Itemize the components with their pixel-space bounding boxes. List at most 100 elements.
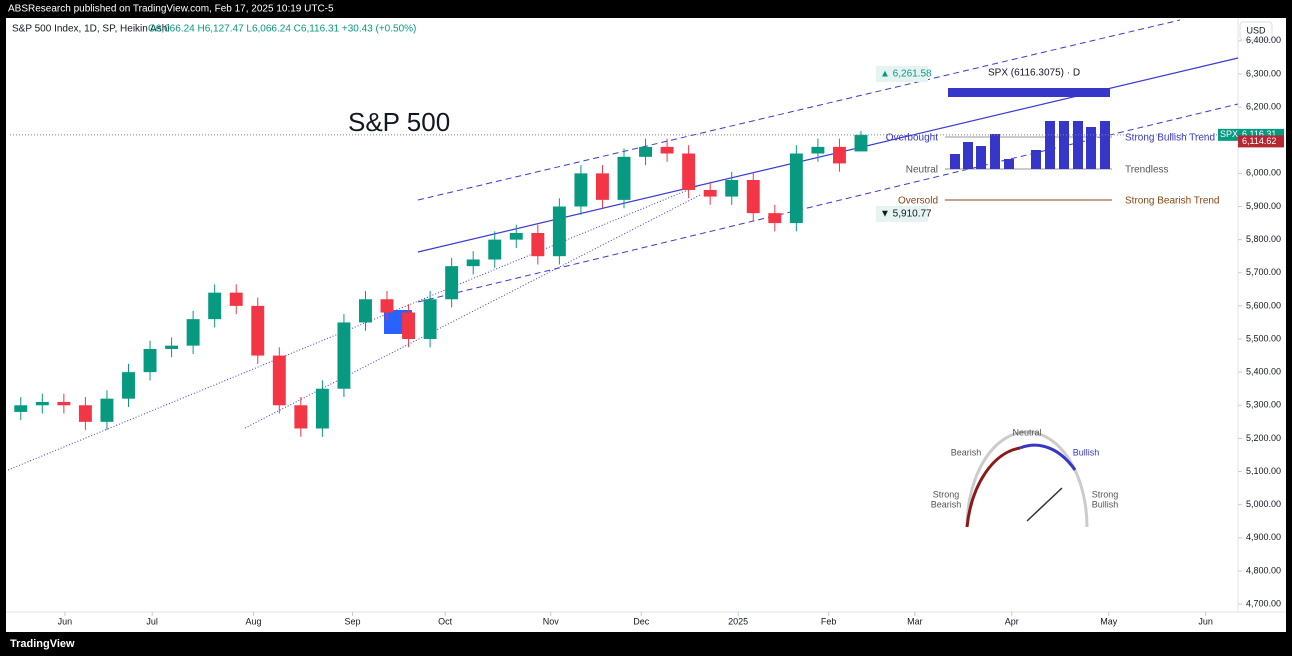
candle-body	[789, 153, 803, 224]
y-tick-label: 6,300.00	[1246, 68, 1281, 78]
x-tick-label: Mar	[907, 616, 923, 626]
x-tick-label: Dec	[633, 616, 650, 626]
y-tick-label: 4,900.00	[1246, 532, 1281, 542]
panel-label: Strong Bearish Trend	[1125, 196, 1220, 207]
candle-body	[359, 299, 372, 323]
price-name: SPX	[1220, 129, 1238, 139]
y-tick-label: 5,600.00	[1246, 300, 1281, 310]
candle-body	[315, 388, 329, 429]
panel-bar	[948, 88, 1110, 97]
x-tick-label: 2025	[728, 616, 748, 626]
price-label: 6,114.62	[1242, 136, 1276, 146]
badge	[876, 66, 928, 82]
gauge-needle	[1026, 487, 1063, 522]
candle-body	[229, 292, 243, 306]
x-tick-label: Aug	[245, 616, 261, 626]
candle-body	[423, 299, 437, 340]
x-tick-label: Feb	[821, 616, 837, 626]
candle-body	[78, 405, 92, 422]
channel-upper	[417, 19, 1181, 201]
chart-area	[6, 18, 1286, 632]
x-tick-label: Oct	[438, 616, 453, 626]
candle-body	[488, 239, 502, 260]
y-tick-label: 4,800.00	[1246, 565, 1281, 575]
x-tick-label: Jul	[146, 616, 158, 626]
gauge-label: Bullish	[1092, 499, 1119, 509]
low-mark: ▼ 5,910.77	[880, 209, 932, 220]
x-tick-label: May	[1100, 616, 1118, 626]
y-tick-label: 5,800.00	[1246, 234, 1281, 244]
price-label: 6,116.31	[1242, 129, 1276, 139]
panel-label: Trendless	[1125, 165, 1169, 176]
gauge-arc	[1019, 443, 1077, 471]
candle-body	[100, 398, 114, 422]
candle-body	[402, 312, 416, 340]
candle-body	[208, 292, 222, 320]
gauge-label: Bearish	[951, 447, 982, 457]
candle-body	[380, 299, 394, 313]
price-label-box	[1238, 135, 1284, 148]
y-tick-label: 5,400.00	[1246, 367, 1281, 377]
chart-title: S&P 500	[348, 107, 450, 137]
price-name-box	[1218, 128, 1238, 141]
x-tick-label: Sep	[345, 616, 361, 626]
candle-body	[595, 173, 609, 200]
x-tick-label: Apr	[1005, 616, 1019, 626]
high-mark: ▲ 6,261.58	[880, 69, 932, 80]
candle-body	[14, 405, 28, 412]
candle-body	[294, 405, 308, 429]
candle-body	[746, 180, 760, 214]
ohlc: O6,066.24 H6,127.47 L6,066.24 C6,116.31 …	[148, 24, 416, 35]
y-tick-label: 5,900.00	[1246, 201, 1281, 211]
candle-body	[35, 401, 49, 406]
candle-body	[337, 322, 351, 389]
gauge-label: Neutral	[1012, 427, 1041, 437]
panel-label: Overbought	[886, 133, 938, 144]
candle-body	[122, 372, 135, 399]
candle-body	[251, 305, 265, 356]
y-tick-label: 6,200.00	[1246, 101, 1281, 111]
candle-body	[725, 180, 739, 197]
candle-body	[272, 355, 286, 406]
candle-body	[509, 233, 523, 240]
publisher: ABSResearch published on TradingView.com…	[8, 4, 334, 15]
candle-body	[854, 134, 868, 152]
y-tick-label: 6,000.00	[1246, 168, 1281, 178]
y-tick-label: 6,400.00	[1246, 35, 1281, 45]
candle-body	[466, 259, 480, 267]
candle-body	[811, 146, 825, 154]
brand: TradingView	[10, 638, 75, 650]
y-tick-label: 5,500.00	[1246, 333, 1281, 343]
symbol: S&P 500 Index, 1D, SP, Heikin Ashi	[12, 24, 170, 35]
candle-body	[660, 146, 674, 154]
currency[interactable]: USD	[1246, 25, 1266, 35]
x-tick-label: Jun	[1198, 616, 1213, 626]
panel-title: SPX (6116.3075) · D	[988, 68, 1080, 79]
y-tick-label: 4,700.00	[1246, 598, 1281, 608]
gauge-label: Bullish	[1073, 447, 1100, 457]
candle-body	[531, 233, 545, 257]
x-tick-label: Nov	[543, 616, 560, 626]
candle-body	[445, 266, 459, 300]
candle-body	[768, 213, 782, 224]
panel-label: Oversold	[898, 196, 938, 207]
gauge-arc	[965, 430, 1089, 528]
gauge-arc	[965, 446, 1021, 528]
candle-body	[165, 345, 179, 349]
panel-label: Neutral	[906, 165, 938, 176]
gauge-label: Strong	[1092, 489, 1119, 499]
candle-body	[639, 146, 653, 157]
currency-box[interactable]	[1239, 21, 1273, 41]
y-tick-label: 5,000.00	[1246, 499, 1281, 509]
gauge-label: Bearish	[931, 499, 962, 509]
candle-body	[57, 401, 71, 406]
y-tick-label: 5,100.00	[1246, 466, 1281, 476]
candle-body	[617, 156, 631, 200]
panel-label: Strong Bullish Trend	[1125, 133, 1215, 144]
y-tick-label: 5,700.00	[1246, 267, 1281, 277]
candle-body	[552, 206, 566, 257]
trend-dotted	[244, 194, 701, 429]
candle-body	[703, 189, 717, 197]
candle-body	[682, 153, 696, 190]
